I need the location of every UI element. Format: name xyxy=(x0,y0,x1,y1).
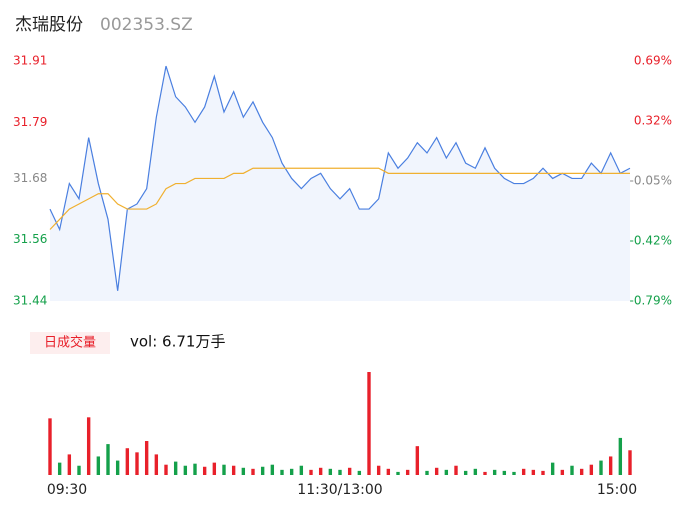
volume-bar xyxy=(193,463,197,475)
volume-bar xyxy=(115,460,120,475)
volume-bar xyxy=(608,456,613,475)
volume-bar xyxy=(67,454,72,475)
y2-tick-label: 0.32% xyxy=(634,114,672,128)
volume-bar xyxy=(531,469,536,475)
volume-bar xyxy=(599,460,603,475)
volume-bar xyxy=(376,465,381,475)
volume-bar xyxy=(347,467,352,475)
volume-bar xyxy=(251,468,255,475)
volume-bar xyxy=(173,461,178,475)
volume-bar xyxy=(357,470,362,475)
volume-bar xyxy=(618,437,623,475)
volume-bar xyxy=(231,465,236,475)
volume-bar xyxy=(260,466,265,475)
volume-bar xyxy=(144,441,149,475)
chart-title: 杰瑞股份 xyxy=(15,15,83,35)
volume-bar xyxy=(415,446,420,475)
average-line xyxy=(49,167,630,230)
y-tick-label: 31.91 xyxy=(13,54,47,68)
volume-bar xyxy=(270,464,275,475)
y2-tick-label: 0.69% xyxy=(634,54,672,68)
y2-tick-label: -0.05% xyxy=(630,174,672,188)
volume-bar xyxy=(386,468,391,475)
volume-bar xyxy=(106,444,110,475)
volume-bar xyxy=(48,418,52,475)
volume-bar xyxy=(164,464,168,475)
y2-tick-label: -0.79% xyxy=(630,294,672,308)
volume-bar xyxy=(77,465,81,475)
y-tick-label: 31.44 xyxy=(13,294,47,308)
price-line xyxy=(49,65,631,291)
volume-bar xyxy=(328,468,333,475)
volume-bar xyxy=(502,470,507,475)
volume-bar xyxy=(396,471,400,475)
y-tick-label: 31.68 xyxy=(13,171,47,185)
volume-bar xyxy=(222,464,226,475)
volume-bar xyxy=(463,470,468,475)
volume-bar xyxy=(183,465,188,475)
volume-bar xyxy=(483,471,487,475)
volume-bar xyxy=(454,465,458,475)
volume-bar xyxy=(473,468,478,475)
volume-bar xyxy=(57,462,62,475)
volume-bar xyxy=(154,454,159,475)
volume-label: 日成交量 xyxy=(44,335,96,351)
volume-bar xyxy=(86,417,91,475)
x-tick-label: 15:00 xyxy=(597,482,637,498)
volume-bar xyxy=(579,468,584,475)
price-area xyxy=(50,66,630,301)
volume-bar xyxy=(318,467,323,475)
volume-bar xyxy=(521,468,526,475)
y-tick-label: 31.79 xyxy=(13,115,47,129)
volume-bar xyxy=(589,464,594,475)
volume-bar xyxy=(309,469,313,475)
volume-bar xyxy=(96,456,101,475)
y-tick-label: 31.56 xyxy=(13,232,47,246)
x-tick-label: 11:30/13:00 xyxy=(297,482,382,498)
volume-bar xyxy=(541,470,545,475)
volume-bar xyxy=(560,469,565,475)
volume-bar xyxy=(492,469,497,475)
volume-bar xyxy=(125,448,130,475)
y2-tick-label: -0.42% xyxy=(630,234,672,248)
volume-bar xyxy=(367,372,371,475)
volume-bar xyxy=(512,471,516,475)
volume-bar xyxy=(280,469,284,475)
volume-bar xyxy=(570,465,574,475)
volume-bar xyxy=(425,470,429,475)
volume-bar xyxy=(241,467,246,475)
volume-bar xyxy=(444,469,449,475)
volume-bar xyxy=(289,468,294,475)
volume-bar xyxy=(628,450,632,475)
x-tick-label: 09:30 xyxy=(47,482,87,498)
volume-bar xyxy=(550,462,555,475)
volume-text: vol: 6.71万手 xyxy=(130,333,225,351)
volume-bar xyxy=(405,469,410,475)
volume-bar xyxy=(338,469,342,475)
chart-subtitle: 002353.SZ xyxy=(100,15,193,35)
volume-bar xyxy=(135,452,139,475)
volume-label-box xyxy=(30,332,110,354)
volume-bar xyxy=(212,462,217,475)
volume-bar xyxy=(202,466,207,475)
volume-bar xyxy=(434,467,439,475)
volume-bar xyxy=(299,465,304,475)
